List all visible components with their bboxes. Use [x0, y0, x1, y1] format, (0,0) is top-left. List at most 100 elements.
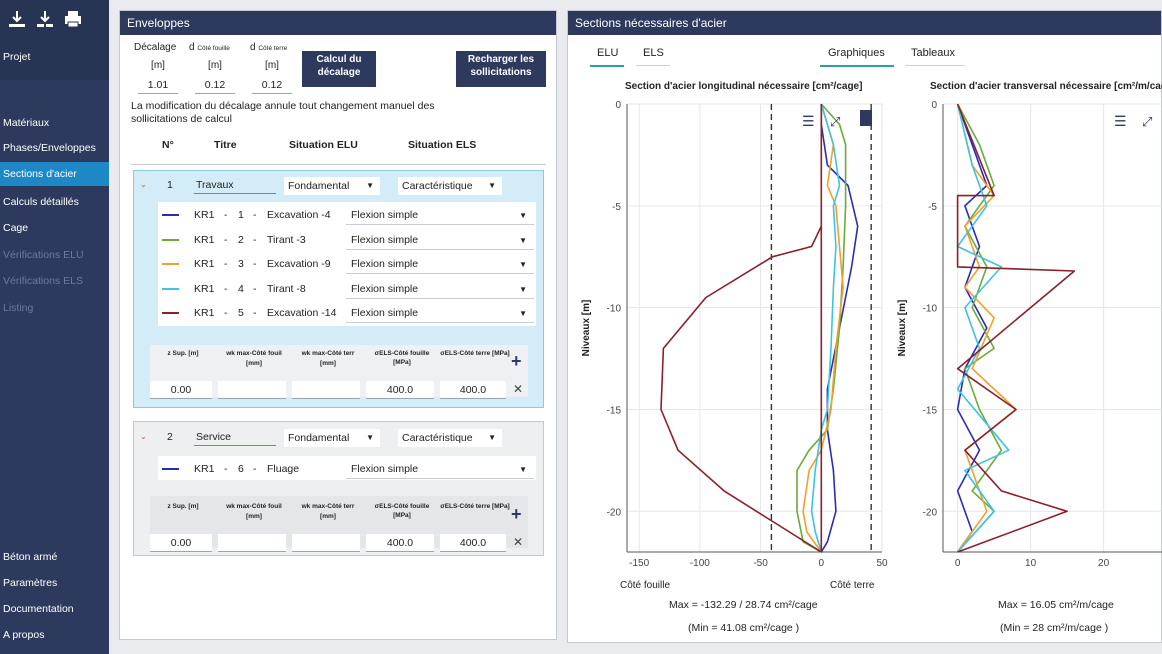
left-chart-title: Section d'acier longitudinal nécessaire …	[625, 81, 863, 92]
table-cell[interactable]	[292, 381, 360, 399]
phase-2-title-input[interactable]: Service	[194, 429, 276, 446]
download-icon[interactable]	[6, 8, 28, 30]
d-terre-input[interactable]: 0.12	[252, 76, 292, 94]
sidebar-item-projet[interactable]: Projet	[3, 51, 31, 63]
sidebar-item-materiaux[interactable]: Matériaux	[3, 117, 50, 129]
phase-1-els-select[interactable]: Caractéristique ▼	[398, 177, 502, 195]
row-type-select[interactable]: Flexion simple ▼	[346, 460, 534, 479]
row-sep: -	[253, 282, 257, 295]
recharger-button[interactable]: Recharger les sollicitations	[456, 51, 546, 87]
sidebar-item-phases[interactable]: Phases/Enveloppes	[3, 142, 96, 154]
x-tick-label: -100	[690, 558, 710, 569]
y-tick-label: 0	[931, 100, 937, 111]
phase-2-elu-select[interactable]: Fondamental ▼	[284, 429, 380, 447]
unit-label: [m]	[208, 60, 222, 71]
header-n: N°	[162, 139, 174, 151]
print-icon[interactable]	[62, 8, 84, 30]
row-sep: -	[224, 307, 228, 320]
y-tick-label: -20	[923, 507, 938, 518]
tab-els[interactable]: ELS	[643, 47, 664, 59]
phase-1-title-input[interactable]: Travaux	[194, 177, 276, 194]
collapse-chevron-icon[interactable]: ⌄	[140, 432, 147, 441]
d-label-terre: d Côté terre	[250, 42, 288, 53]
sidebar-item-apropos[interactable]: A propos	[3, 629, 45, 641]
series-swatch	[162, 468, 179, 470]
series-line	[956, 103, 1076, 553]
load-row[interactable]: KR1-6- Fluage Flexion simple ▼	[160, 458, 534, 480]
tab-graphiques[interactable]: Graphiques	[828, 47, 885, 59]
calcul-decalage-button[interactable]: Calcul du décalage	[302, 51, 376, 87]
table-header-unit: [mm]	[246, 360, 262, 367]
cote-fouille-caption: Côté fouille	[620, 580, 671, 591]
list-icon: ☰	[1114, 113, 1127, 129]
sidebar-item-cage[interactable]: Cage	[3, 222, 29, 234]
right-chart-title: Section d'acier transversal nécessaire […	[930, 81, 1162, 92]
sidebar-item-sections-acier[interactable]: Sections d'acier	[0, 162, 109, 186]
warning-text: La modification du décalage annule tout …	[131, 100, 435, 125]
table-cell[interactable]: 400.0	[440, 534, 506, 552]
load-row[interactable]: KR1-5- Excavation -14 Flexion simple ▼	[160, 302, 534, 324]
dropdown-arrow-icon: ▼	[366, 433, 374, 442]
table-cell[interactable]: 0.00	[150, 381, 212, 399]
phase-1-elu-select[interactable]: Fondamental ▼	[284, 177, 380, 195]
load-row[interactable]: KR1-2- Tirant -3 Flexion simple ▼	[160, 229, 534, 251]
load-row[interactable]: KR1-1- Excavation -4 Flexion simple ▼	[160, 204, 534, 226]
table-cell[interactable]: 0.00	[150, 534, 212, 552]
table-cell[interactable]: 400.0	[366, 381, 434, 399]
y-tick-label: -5	[612, 202, 621, 213]
sidebar-item-verif-elu: Vérifications ELU	[3, 249, 84, 261]
table-cell[interactable]	[218, 381, 286, 399]
phase-2-els-select[interactable]: Caractéristique ▼	[398, 429, 502, 447]
add-row-icon[interactable]: +	[511, 351, 522, 371]
download-split-icon[interactable]	[34, 8, 56, 30]
row-type-select[interactable]: Flexion simple ▼	[346, 279, 534, 299]
delete-row-icon[interactable]: ✕	[513, 382, 524, 396]
table-cell[interactable]: 400.0	[440, 381, 506, 399]
header-divider	[131, 164, 546, 165]
load-row[interactable]: KR1-4- Tirant -8 Flexion simple ▼	[160, 278, 534, 300]
series-swatch	[162, 263, 179, 266]
sidebar-item-parametres[interactable]: Paramètres	[3, 577, 58, 589]
tab-tableaux[interactable]: Tableaux	[911, 47, 956, 59]
sidebar-item-beton[interactable]: Béton armé	[3, 551, 58, 563]
row-type-select[interactable]: Flexion simple ▼	[346, 206, 534, 225]
tab-elu[interactable]: ELU	[597, 47, 619, 59]
row-type-select[interactable]: Flexion simple ▼	[346, 230, 534, 250]
table-cell[interactable]	[218, 534, 286, 552]
list-icon: ☰	[802, 113, 815, 129]
row-sep: -	[253, 258, 257, 271]
y-tick-label: -15	[923, 405, 938, 416]
unit-label: [m]	[151, 60, 165, 71]
row-type-select[interactable]: Flexion simple ▼	[346, 304, 534, 324]
decalage-input[interactable]: 1.01	[138, 76, 178, 94]
table-cell[interactable]: 400.0	[366, 534, 434, 552]
row-sep: -	[253, 463, 257, 475]
dropdown-arrow-icon: ▼	[488, 433, 496, 442]
table-header-unit: [mm]	[320, 513, 336, 520]
delete-row-icon[interactable]: ✕	[513, 535, 524, 549]
dropdown-arrow-icon: ▼	[488, 181, 496, 190]
phase-1-number: 1	[167, 179, 173, 191]
tab-tableaux-underline	[905, 65, 965, 66]
cote-terre-caption: Côté terre	[830, 580, 875, 591]
series-line	[810, 103, 841, 553]
collapse-chevron-icon[interactable]: ⌄	[140, 180, 147, 189]
row-name: Excavation -4	[267, 209, 331, 221]
d-fouille-input[interactable]: 0.12	[195, 76, 235, 94]
row-num: 2	[238, 233, 244, 246]
load-row[interactable]: KR1-3- Excavation -9 Flexion simple ▼	[160, 253, 534, 275]
table-cell[interactable]	[292, 534, 360, 552]
x-tick-label: -50	[753, 558, 768, 569]
add-row-icon[interactable]: +	[511, 504, 522, 524]
x-tick-label: 0	[819, 558, 825, 569]
table-header: z Sup. [m]	[167, 503, 199, 510]
series-line	[660, 104, 823, 553]
row-type-select[interactable]: Flexion simple ▼	[346, 255, 534, 275]
sidebar-item-documentation[interactable]: Documentation	[3, 603, 74, 615]
table-header: σELS-Côté fouille [MPa]	[374, 350, 430, 366]
sidebar-item-calculs[interactable]: Calculs détaillés	[3, 196, 79, 208]
decalage-label: Décalage	[134, 42, 177, 53]
table-header-unit: [mm]	[246, 513, 262, 520]
d-label-fouille: d Côté fouille	[189, 42, 230, 53]
table-header: wk max-Côté fouil	[226, 350, 282, 357]
